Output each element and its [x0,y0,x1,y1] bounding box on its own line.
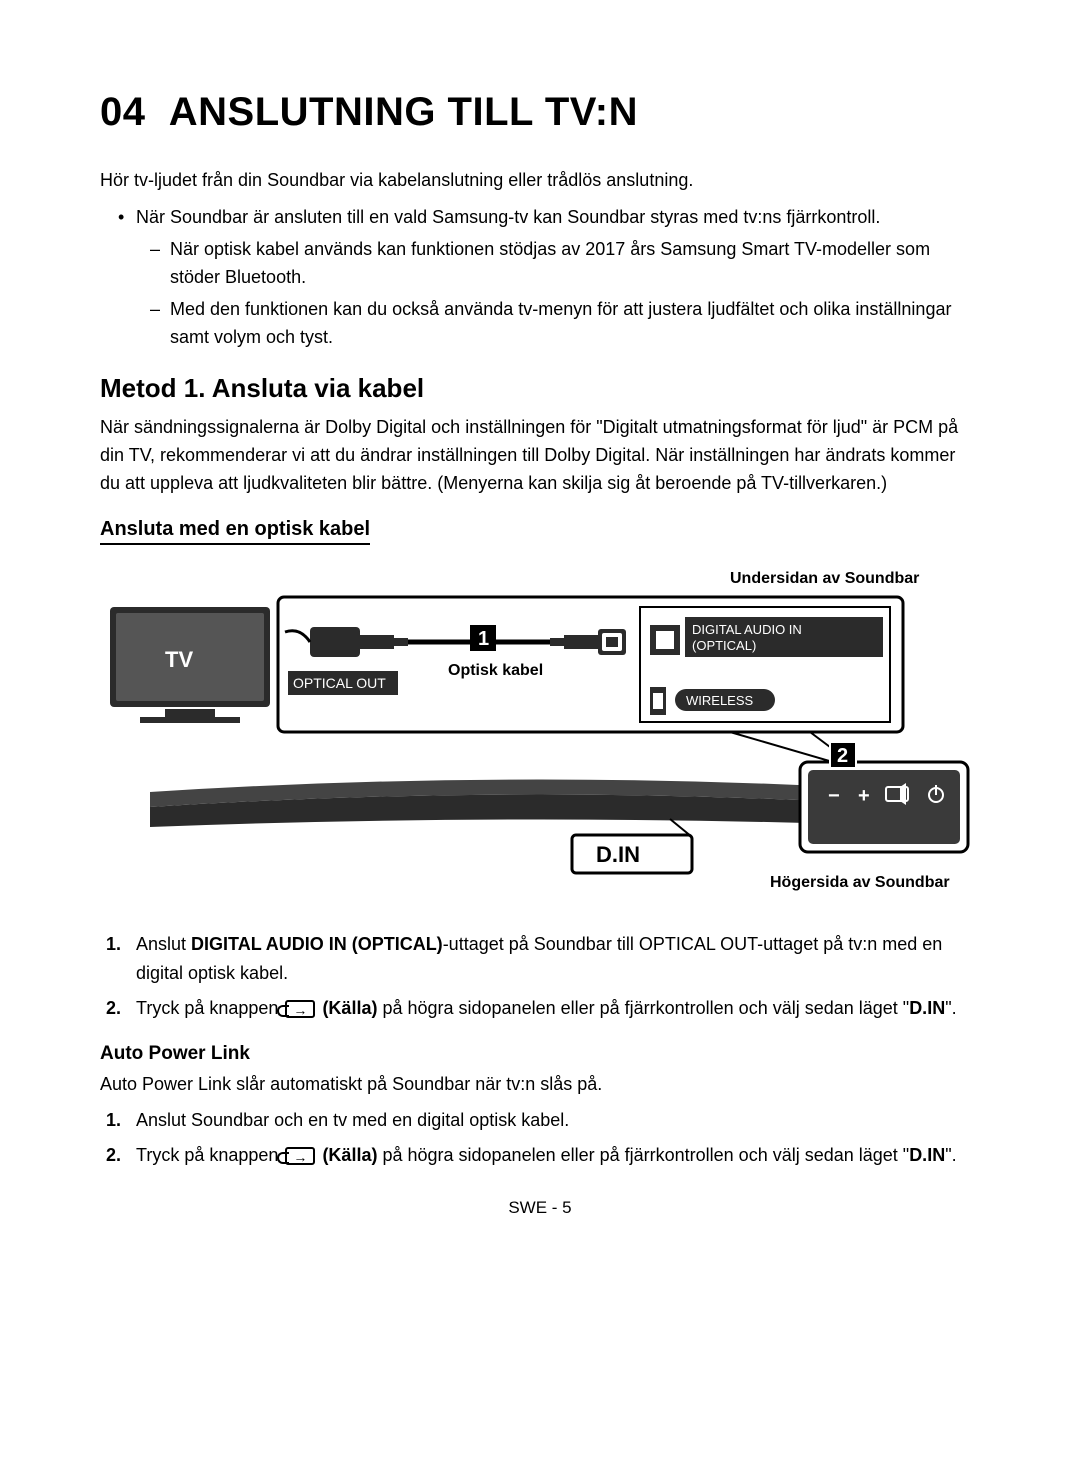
step-number: 1. [106,1106,121,1135]
diagram-top-label: Undersidan av Soundbar [730,570,919,587]
svg-text:+: + [858,785,870,807]
apl-title: Auto Power Link [100,1043,980,1065]
step-number: 2. [106,1141,121,1170]
wireless-label: WIRELESS [686,693,754,708]
tv-label: TV [165,647,193,672]
heading-number: 04 [100,90,146,134]
bullet-item: När Soundbar är ansluten till en vald Sa… [136,204,980,351]
optical-out-label: OPTICAL OUT [293,675,386,691]
heading-title: ANSLUTNING TILL TV:N [169,90,638,134]
step-item: 2. Tryck på knappen (Källa) på högra sid… [136,1141,980,1170]
display-text: D.IN [596,842,640,867]
sub-bullet: När optisk kabel används kan funktionen … [170,236,980,292]
sub-bullet: Med den funktionen kan du också använda … [170,296,980,352]
step-item: 1. Anslut DIGITAL AUDIO IN (OPTICAL)-utt… [136,930,980,988]
method-title: Metod 1. Ansluta via kabel [100,373,980,404]
connection-diagram: Undersidan av Soundbar TV OPTICAL OUT 1 … [110,567,970,902]
step-item: 1. Anslut Soundbar och en tv med en digi… [136,1106,980,1135]
svg-text:−: − [828,785,840,807]
diagram-bottom-label: Högersida av Soundbar [770,874,950,891]
intro-text: Hör tv-ljudet från din Soundbar via kabe… [100,167,980,194]
cable-label: Optisk kabel [448,662,543,679]
step-number: 1. [106,930,121,959]
optical-subtitle: Ansluta med en optisk kabel [100,518,370,545]
step-number: 2. [106,994,121,1023]
bullet-text: När Soundbar är ansluten till en vald Sa… [136,207,880,227]
source-icon [285,1000,315,1018]
page-heading: 04 ANSLUTNING TILL TV:N [100,90,980,135]
step-item: 2. Tryck på knappen (Källa) på högra sid… [136,994,980,1023]
apl-intro: Auto Power Link slår automatiskt på Soun… [100,1071,980,1099]
marker-1: 1 [478,628,489,650]
method-para: När sändningssignalerna är Dolby Digital… [100,414,980,498]
svg-text:(OPTICAL): (OPTICAL) [692,638,756,653]
marker-2: 2 [837,745,848,767]
source-icon [285,1147,315,1165]
svg-text:DIGITAL AUDIO IN: DIGITAL AUDIO IN [692,622,802,637]
page-footer: SWE - 5 [100,1198,980,1218]
